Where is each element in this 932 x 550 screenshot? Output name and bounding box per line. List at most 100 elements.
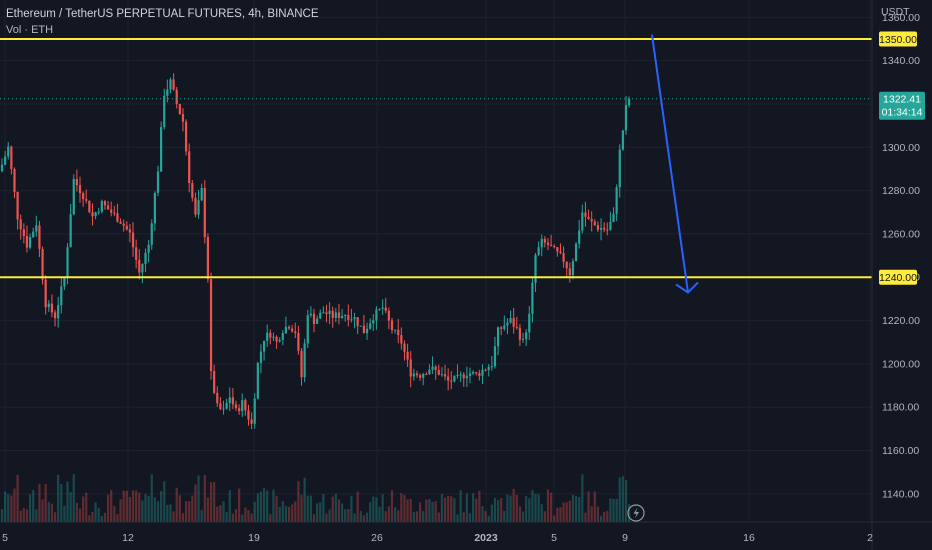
volume-bar <box>447 495 450 522</box>
volume-bar <box>496 500 500 522</box>
candle-body <box>125 225 128 230</box>
candle-body <box>225 402 228 409</box>
candle-body <box>297 333 300 351</box>
candle-body <box>19 219 22 230</box>
candle-body <box>487 366 490 371</box>
candle-body <box>418 375 422 378</box>
candle-body <box>172 79 175 90</box>
symbol-title[interactable]: Ethereum / TetherUS PERPETUAL FUTURES, 4… <box>6 8 319 20</box>
candle-body <box>465 375 468 379</box>
candle-body <box>443 374 447 377</box>
arrow-head[interactable] <box>675 281 699 294</box>
candle-body <box>32 231 35 238</box>
candle-body <box>506 322 509 326</box>
candle-body <box>478 373 481 376</box>
volume-bars <box>0 474 631 522</box>
candle-body <box>431 366 434 370</box>
volume-bar <box>63 505 66 522</box>
chart-legend[interactable]: Ethereum / TetherUS PERPETUAL FUTURES, 4… <box>6 6 319 38</box>
candle-body <box>206 237 210 280</box>
horizontal-levels[interactable] <box>0 37 872 279</box>
replay-icon[interactable] <box>627 504 645 522</box>
volume-bar <box>500 498 503 522</box>
volume-bar <box>394 507 397 522</box>
time-axis[interactable]: 5 12 19 26 2023 5 9 16 2 <box>2 532 873 544</box>
volume-bar <box>7 494 10 522</box>
volume-bar <box>418 502 422 522</box>
candle-body <box>312 313 316 325</box>
volume-bar <box>82 496 85 522</box>
candle-body <box>387 310 390 321</box>
volume-bar <box>550 492 553 522</box>
candle-body <box>440 374 444 376</box>
candle-body <box>178 104 181 115</box>
candle-body <box>294 331 297 334</box>
volume-bar <box>531 490 534 522</box>
volume-bar <box>590 506 593 522</box>
volume-bar <box>403 494 406 522</box>
volume-bar <box>437 512 440 522</box>
candle-body <box>141 264 144 273</box>
volume-bar <box>119 499 122 522</box>
price-tick-label: 1360.00 <box>882 12 920 24</box>
candle-body <box>503 325 506 329</box>
arrow-shaft[interactable] <box>651 34 689 293</box>
volume-bar <box>384 511 387 522</box>
volume-bar <box>316 503 319 522</box>
volume-bar <box>106 494 110 522</box>
volume-bar <box>0 509 4 522</box>
volume-bar <box>156 501 160 522</box>
candle-body <box>578 230 581 244</box>
volume-bar <box>337 499 341 522</box>
candle-body <box>191 183 194 198</box>
volume-bar <box>422 511 425 522</box>
candle-body <box>7 146 10 157</box>
price-tick-label: 1300.00 <box>882 142 920 154</box>
volume-bar <box>603 511 606 522</box>
candle-body <box>515 326 518 328</box>
volume-bar <box>163 481 166 522</box>
candle-body <box>400 335 403 344</box>
candle-body <box>94 212 97 217</box>
volume-bar <box>94 502 97 522</box>
volume-bar <box>113 505 116 522</box>
down-arrow-drawing[interactable] <box>651 34 699 294</box>
bar-countdown-label: 01:34:14 <box>882 107 923 119</box>
candle-body <box>397 329 400 336</box>
candle-body <box>525 332 528 340</box>
volume-bar <box>184 501 188 522</box>
candle-body <box>194 197 197 215</box>
volume-bar <box>169 504 172 522</box>
candle-body <box>306 315 309 344</box>
volume-bar <box>200 510 203 522</box>
volume-bar <box>571 494 575 522</box>
candle-body <box>568 268 571 276</box>
candle-body <box>456 374 459 376</box>
candle-body <box>135 247 138 260</box>
candle-body <box>116 213 119 222</box>
volume-bar <box>47 502 50 522</box>
candle-body <box>493 346 497 367</box>
candle-body <box>406 351 409 360</box>
candle-body <box>91 212 94 217</box>
volume-bar <box>369 502 372 522</box>
candle-body <box>197 200 200 215</box>
candle-body <box>593 221 596 226</box>
candle-body <box>490 366 493 368</box>
candle-body <box>269 332 272 338</box>
candle-body <box>41 248 44 280</box>
candle-body <box>262 340 266 352</box>
volume-bar <box>587 491 590 522</box>
volume-bar <box>378 506 381 522</box>
volume-bar <box>412 511 415 522</box>
volume-bar <box>628 504 631 522</box>
level-badge-label: 1240.00 <box>879 272 917 284</box>
volume-bar <box>294 501 297 522</box>
volume-bar <box>213 482 216 522</box>
volume-bar <box>231 513 234 522</box>
volume-label[interactable]: Vol · ETH <box>6 24 54 36</box>
candle-body <box>25 236 29 248</box>
candle-body <box>531 282 534 314</box>
price-tick-label: 1160.00 <box>882 445 919 457</box>
